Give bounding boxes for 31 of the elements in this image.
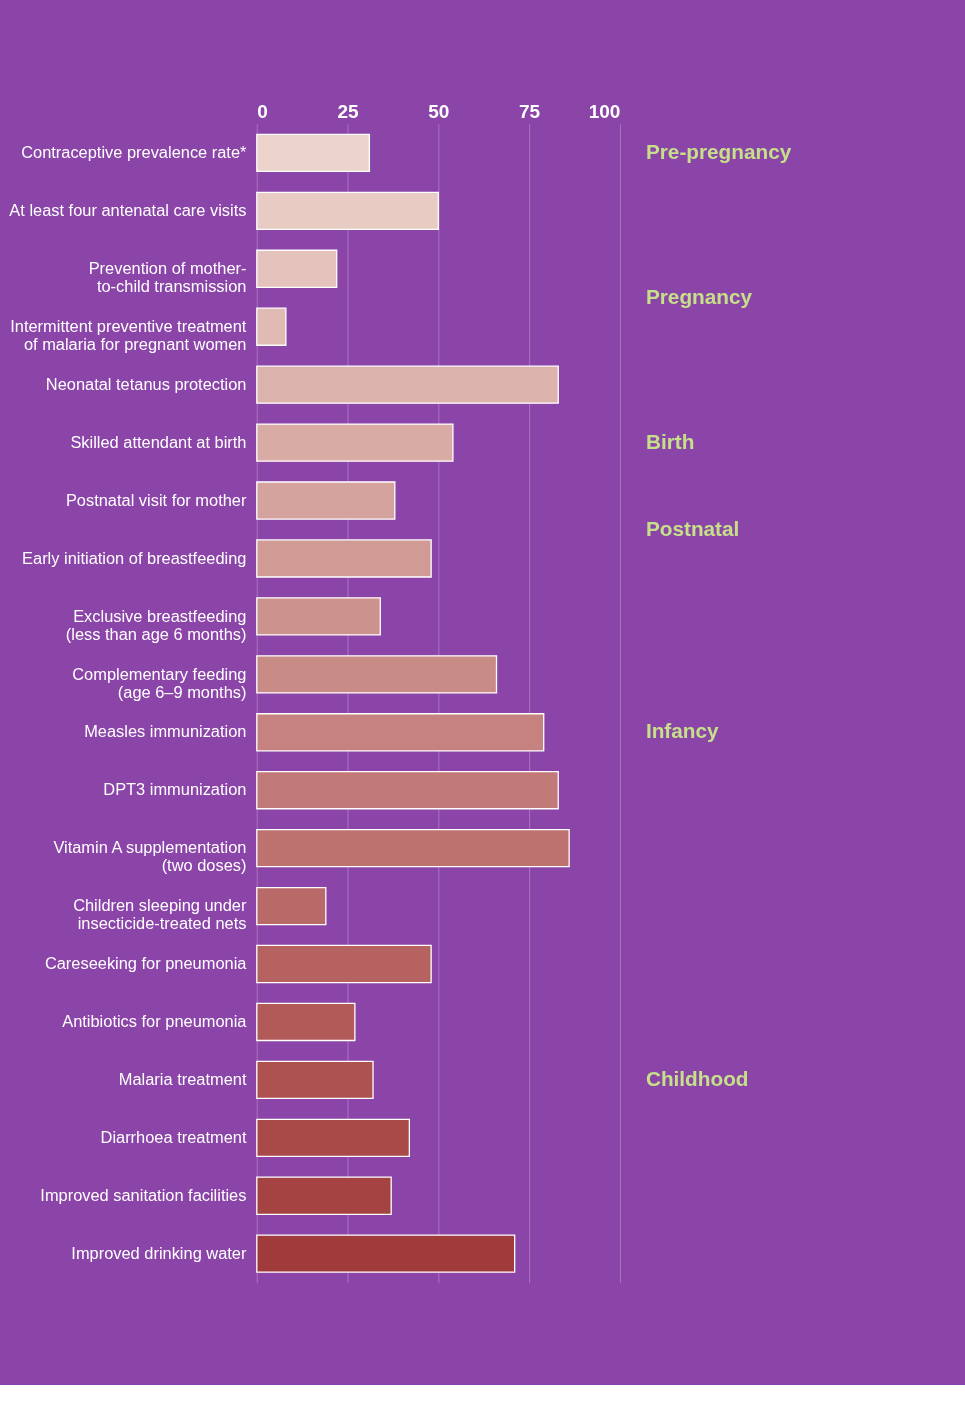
x-tick-label: 50 xyxy=(428,101,450,123)
y-tick-label: Diarrhoea treatment xyxy=(100,1128,247,1147)
y-tick-label: Exclusive breastfeeding (less than age 6 months) xyxy=(65,606,247,643)
y-tick-label: Prevention of mother- to-child transmission xyxy=(88,258,247,296)
y-tick-label: Children sleeping under insecticide-treated nets xyxy=(73,896,247,933)
y-tick-label: Early initiation of breastfeeding xyxy=(22,548,247,567)
y-tick-label: Malaria treatment xyxy=(118,1070,247,1089)
y-tick-label: Careseeking for pneumonia xyxy=(44,954,248,973)
text: Pregnancy xyxy=(645,284,753,308)
text: Pre-pregnancy xyxy=(645,139,792,163)
y-tick-label: Antibiotics for pneumonia xyxy=(62,1012,248,1031)
y-tick-label: At least four antenatal care visits xyxy=(9,201,247,220)
text: Childhood xyxy=(645,1066,749,1090)
y-tick-label: Vitamin A supplementation (two doses) xyxy=(53,838,247,875)
x-tick-label: 100 xyxy=(588,101,621,123)
y-tick-label: Neonatal tetanus protection xyxy=(45,374,247,393)
y-tick-label: Improved drinking water xyxy=(71,1243,247,1262)
text: Infancy xyxy=(645,719,720,743)
y-tick-label: Improved sanitation facilities xyxy=(40,1185,247,1204)
y-tick-label: Measles immunization xyxy=(84,722,247,741)
y-tick-label: Intermittent preventive treatment of malaria for pregnant women xyxy=(10,316,247,354)
x-tick-label: 0 xyxy=(257,101,268,123)
x-tick-label: 25 xyxy=(337,101,360,123)
y-tick-label: Contraceptive prevalence rate* xyxy=(21,143,248,162)
y-tick-label: Complementary feeding (age 6–9 months) xyxy=(72,664,247,701)
text: Birth xyxy=(645,429,695,453)
text: Postnatal xyxy=(645,516,740,540)
x-tick-label: 75 xyxy=(519,101,541,123)
y-tick-label: Skilled attendant at birth xyxy=(70,432,247,451)
y-tick-label: DPT3 immunization xyxy=(103,780,247,799)
y-tick-label: Postnatal visit for mother xyxy=(65,490,247,509)
